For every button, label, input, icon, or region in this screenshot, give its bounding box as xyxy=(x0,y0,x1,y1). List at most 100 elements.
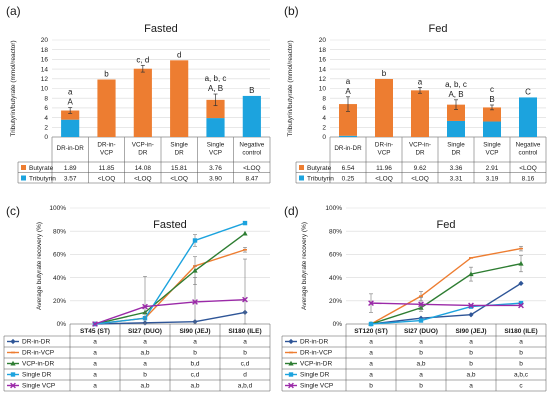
table-cell: <LOQ xyxy=(98,175,116,182)
x-tick-label: VCP xyxy=(100,150,113,157)
table-cell: a xyxy=(469,339,473,346)
table-cell: a xyxy=(369,339,373,346)
x-tick-label: DR-in- xyxy=(375,142,393,149)
table-cell: a xyxy=(519,339,523,346)
x-tick-label: SI90 (JEJ) xyxy=(455,328,486,335)
series-dr-in-vcp xyxy=(93,247,247,325)
y-tick-label: 20 xyxy=(319,37,327,44)
y-axis-label: Average butyrate recovery (%) xyxy=(301,222,308,310)
significance-letter-upper: B xyxy=(249,86,254,95)
table-cell: 1.89 xyxy=(64,165,77,172)
data-point xyxy=(419,295,423,297)
legend-label: VCP-in-DR xyxy=(300,361,332,368)
series-line xyxy=(94,222,246,325)
y-tick-label: 20% xyxy=(329,298,342,305)
chart-title: Fasted xyxy=(153,219,187,231)
table-cell: a xyxy=(419,339,423,346)
table-cell: a xyxy=(369,361,373,368)
table-cell: a xyxy=(93,372,97,379)
table-cell: a xyxy=(143,361,147,368)
table-cell: 2.91 xyxy=(486,165,499,172)
y-tick-label: 14 xyxy=(319,66,327,73)
panel-label: (b) xyxy=(284,4,299,18)
y-tick-label: 100% xyxy=(325,205,342,212)
y-tick-label: 20% xyxy=(53,298,66,305)
data-point xyxy=(468,304,474,309)
y-tick-label: 16 xyxy=(41,57,49,64)
y-tick-label: 20 xyxy=(41,37,49,44)
legend-label: Single VCP xyxy=(300,383,333,390)
series-line xyxy=(370,282,522,325)
x-tick-label: Negative xyxy=(239,142,264,149)
data-point xyxy=(192,267,198,273)
x-tick-label: Single xyxy=(447,142,465,149)
y-tick-label: 100% xyxy=(49,205,66,212)
x-tick-label: DR xyxy=(415,150,425,157)
significance-letter-upper: A, B xyxy=(208,84,223,93)
table-cell: 14.08 xyxy=(135,165,152,172)
legend-marker xyxy=(10,382,16,389)
data-point xyxy=(518,260,524,266)
chart-title: Fed xyxy=(437,219,456,231)
table-cell: a xyxy=(419,372,423,379)
significance-letter-upper: A xyxy=(67,98,73,107)
significance-letter-upper: C xyxy=(525,87,531,96)
legend-swatch-butyrate xyxy=(299,165,304,170)
table-cell: a,b xyxy=(466,372,475,379)
legend-label: DR-in-VCP xyxy=(22,350,54,357)
y-tick-label: 0% xyxy=(57,321,67,328)
panel-label: (c) xyxy=(6,204,20,218)
table-cell: 9.62 xyxy=(414,165,427,172)
legend-marker xyxy=(288,372,294,377)
series-line xyxy=(370,262,522,325)
significance-letter-lower: a, b, c xyxy=(205,74,227,83)
x-tick-label: DR xyxy=(451,150,461,157)
table-cell: b xyxy=(419,350,423,357)
data-point xyxy=(243,248,247,251)
legend-label: DR-in-DR xyxy=(22,339,50,346)
data-point xyxy=(92,321,98,327)
table-cell: a xyxy=(93,361,97,368)
legend-label: DR-in-DR xyxy=(300,339,328,346)
x-tick-label: SI90 (JEJ) xyxy=(179,328,210,335)
series-line xyxy=(94,298,246,325)
legend-label: Single DR xyxy=(22,372,52,379)
legend-marker xyxy=(11,351,15,354)
y-tick-label: 0 xyxy=(44,134,48,141)
data-point xyxy=(519,247,523,250)
legend-label: Butyrate xyxy=(307,165,332,172)
y-tick-label: 12 xyxy=(319,76,327,83)
x-tick-label: SI180 (ILE) xyxy=(228,328,261,335)
data-point xyxy=(192,299,198,305)
bar-butyrate xyxy=(170,60,189,137)
y-axis-label: Tributyrin/butyrate (mmol/reactor) xyxy=(287,40,294,136)
y-tick-label: 12 xyxy=(41,76,49,83)
y-tick-label: 4 xyxy=(44,115,48,122)
legend-swatch-butyrate xyxy=(21,165,26,170)
table-cell: <LOQ xyxy=(411,175,429,182)
significance-letter-lower: a xyxy=(68,88,73,97)
table-cell: 0.25 xyxy=(342,175,355,182)
y-tick-label: 8 xyxy=(322,95,326,102)
x-tick-label: SI27 (DUO) xyxy=(404,328,438,335)
panel-c: (c) Fasted Average butyrate recovery (%) 0%… xyxy=(3,204,271,392)
table-cell: b xyxy=(519,361,523,368)
x-tick-label: ST120 (ST) xyxy=(354,328,388,335)
series-line xyxy=(94,249,246,325)
y-tick-label: 6 xyxy=(44,105,48,112)
table-cell: 3.76 xyxy=(209,165,222,172)
bar-butyrate xyxy=(206,99,225,119)
significance-letter-lower: a xyxy=(346,77,351,86)
x-tick-label: ST45 (ST) xyxy=(80,328,110,335)
legend-label: Butyrate xyxy=(29,165,54,172)
data-point xyxy=(242,296,248,303)
table-cell: 3.19 xyxy=(486,175,499,182)
x-tick-label: Negative xyxy=(516,142,541,149)
table-cell: b xyxy=(243,350,247,357)
table-cell: <LOQ xyxy=(375,175,393,182)
y-tick-label: 10 xyxy=(41,86,49,93)
bar-butyrate xyxy=(447,104,465,121)
significance-letter-lower: a xyxy=(418,77,423,86)
significance-letter-upper: A, B xyxy=(448,90,463,99)
data-point xyxy=(469,257,473,259)
